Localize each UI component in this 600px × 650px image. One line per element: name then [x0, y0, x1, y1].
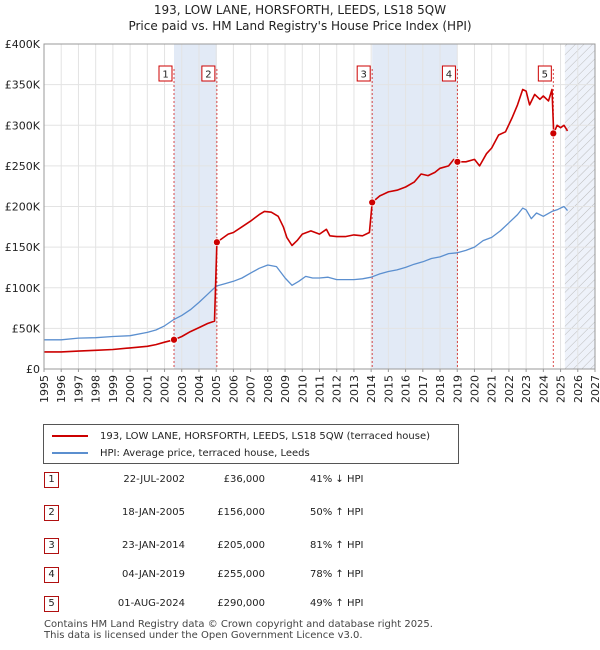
- x-tick-label: 2017: [417, 375, 430, 403]
- sale-price: £156,000: [217, 507, 265, 518]
- price-chart: 1 2 3 4 5 £0 £50K £100K £150K £200K £250K £300K £350…: [5, 38, 600, 403]
- x-tick-label: 1997: [72, 375, 85, 403]
- sale-hpi-diff: 78% ↑ HPI: [310, 569, 364, 580]
- y-tick-label: £150K: [5, 241, 41, 254]
- sale-point: [549, 129, 558, 138]
- x-tick-label: 2012: [331, 375, 344, 403]
- sale-date: 22-JUL-2002: [123, 474, 185, 485]
- legend-label-hpi: HPI: Average price, terraced house, Leed…: [100, 447, 310, 459]
- sale-hpi-diff: 50% ↑ HPI: [310, 507, 364, 518]
- footer-attribution: Contains HM Land Registry data © Crown c…: [44, 619, 433, 641]
- sale-hpi-diff: 41% ↓ HPI: [310, 474, 364, 485]
- table-row: 1 22-JUL-2002 £36,000 41% ↓ HPI: [0, 470, 600, 490]
- x-tick-label: 2014: [365, 375, 378, 403]
- sale-date: 18-JAN-2005: [121, 507, 185, 518]
- sale-number: 3: [44, 538, 59, 554]
- sale-price: £290,000: [217, 598, 265, 609]
- chart-legend: 193, LOW LANE, HORSFORTH, LEEDS, LS18 5Q…: [43, 424, 459, 464]
- y-tick-label: £300K: [5, 119, 41, 132]
- property-price-line: [44, 88, 569, 353]
- sale-label: 4: [446, 70, 452, 81]
- sale-point: [368, 198, 377, 207]
- table-row: 2 18-JAN-2005 £156,000 50% ↑ HPI: [0, 503, 600, 523]
- chart-subtitle: Price paid vs. HM Land Registry's House …: [128, 19, 472, 33]
- x-tick-label: 2007: [245, 375, 258, 403]
- sale-point: [453, 157, 462, 166]
- x-tick-label: 2004: [193, 375, 206, 403]
- x-tick-label: 2022: [503, 375, 516, 403]
- x-tick-label: 2000: [124, 375, 137, 403]
- sale-hpi-diff: 81% ↑ HPI: [310, 540, 364, 551]
- sale-date: 01-AUG-2024: [117, 598, 185, 609]
- hpi-line: [44, 205, 568, 341]
- x-tick-label: 2006: [227, 375, 240, 403]
- sale-number: 1: [44, 472, 59, 488]
- x-tick-label: 2021: [486, 375, 499, 403]
- sale-label: 5: [542, 70, 548, 81]
- sale-label: 3: [361, 70, 367, 81]
- y-tick-label: £100K: [5, 282, 41, 295]
- x-tick-label: 2013: [348, 375, 361, 403]
- chart-title-address: 193, LOW LANE, HORSFORTH, LEEDS, LS18 5Q…: [153, 3, 447, 17]
- x-tick-label: 2003: [176, 375, 189, 403]
- x-tick-label: 2018: [434, 375, 447, 403]
- sale-label-box: [537, 65, 552, 82]
- footer-copyright: Contains HM Land Registry data © Crown c…: [44, 619, 433, 630]
- sale-point: [212, 238, 221, 247]
- sale-date: 04-JAN-2019: [121, 569, 185, 580]
- legend-item-hpi: HPI: Average price, terraced house, Leed…: [52, 445, 310, 461]
- sale-price: £255,000: [217, 569, 265, 580]
- sale-hpi-diff: 49% ↑ HPI: [310, 598, 364, 609]
- sale-price: £205,000: [217, 540, 265, 551]
- x-tick-label: 2005: [210, 375, 223, 403]
- sale-label-box: [356, 65, 371, 82]
- x-tick-label: 2020: [468, 375, 481, 403]
- y-tick-label: £400K: [5, 38, 41, 51]
- sale-label: 1: [162, 70, 168, 81]
- y-tick-label: £50K: [12, 322, 41, 335]
- x-tick-label: 2011: [314, 375, 327, 403]
- sale-date: 23-JAN-2014: [121, 540, 185, 551]
- x-tick-label: 2015: [382, 375, 395, 403]
- x-tick-label: 2002: [159, 375, 172, 403]
- sale-label-box: [158, 65, 173, 82]
- x-tick-label: 2008: [262, 375, 275, 403]
- x-tick-label: 1996: [55, 375, 68, 403]
- footer-licence: This data is licensed under the Open Gov…: [44, 630, 363, 641]
- sale-number: 2: [44, 505, 59, 521]
- x-tick-label: 2023: [520, 375, 533, 403]
- x-tick-label: 2025: [555, 375, 568, 403]
- x-tick-label: 2010: [296, 375, 309, 403]
- x-tick-label: 2026: [572, 375, 585, 403]
- table-row: 5 01-AUG-2024 £290,000 49% ↑ HPI: [0, 594, 600, 614]
- y-tick-label: £350K: [5, 79, 41, 92]
- sale-number: 5: [44, 596, 59, 612]
- sale-number: 4: [44, 567, 59, 583]
- x-tick-label: 2027: [589, 375, 600, 403]
- legend-swatch-property: [52, 435, 88, 437]
- x-tick-label: 2024: [537, 375, 550, 403]
- sale-label: 2: [205, 70, 211, 81]
- table-row: 3 23-JAN-2014 £205,000 81% ↑ HPI: [0, 536, 600, 556]
- x-tick-label: 2009: [279, 375, 292, 403]
- x-tick-label: 1995: [38, 375, 51, 403]
- legend-swatch-hpi: [52, 452, 88, 454]
- sale-label-box: [441, 65, 456, 82]
- y-tick-label: £250K: [5, 160, 41, 173]
- x-tick-label: 1998: [90, 375, 103, 403]
- x-tick-label: 2019: [451, 375, 464, 403]
- sale-price: £36,000: [223, 474, 265, 485]
- sale-point: [170, 335, 178, 344]
- table-row: 4 04-JAN-2019 £255,000 78% ↑ HPI: [0, 565, 600, 585]
- y-tick-label: £200K: [5, 201, 41, 214]
- sale-label-box: [201, 65, 216, 82]
- legend-label-property: 193, LOW LANE, HORSFORTH, LEEDS, LS18 5Q…: [100, 430, 431, 442]
- y-tick-label: £0: [26, 363, 40, 376]
- x-tick-label: 2016: [400, 375, 413, 403]
- x-tick-label: 2001: [141, 375, 154, 403]
- x-tick-label: 1999: [107, 375, 120, 403]
- legend-item-property: 193, LOW LANE, HORSFORTH, LEEDS, LS18 5Q…: [52, 428, 430, 444]
